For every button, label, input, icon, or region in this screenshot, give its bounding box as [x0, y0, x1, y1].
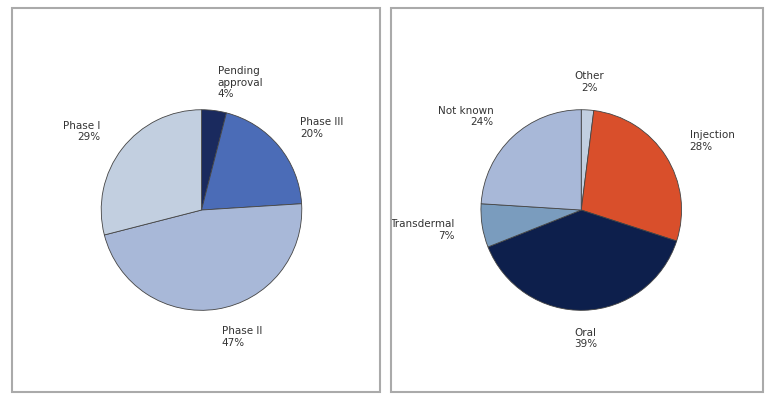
Wedge shape: [488, 210, 677, 310]
Wedge shape: [105, 204, 301, 310]
Wedge shape: [202, 110, 226, 210]
Text: Not known
24%: Not known 24%: [438, 106, 494, 127]
Text: Phase III
20%: Phase III 20%: [301, 117, 344, 139]
Text: Injection
28%: Injection 28%: [690, 130, 735, 152]
Text: Other
2%: Other 2%: [574, 71, 604, 93]
Text: Pending
approval
4%: Pending approval 4%: [218, 66, 264, 99]
Wedge shape: [481, 110, 581, 210]
Text: Oral
39%: Oral 39%: [574, 328, 597, 349]
Text: Phase I
29%: Phase I 29%: [63, 120, 100, 142]
Wedge shape: [102, 110, 202, 235]
Text: Transdermal
7%: Transdermal 7%: [390, 219, 454, 241]
Wedge shape: [202, 113, 301, 210]
Wedge shape: [481, 204, 581, 247]
Wedge shape: [581, 110, 681, 241]
Wedge shape: [581, 110, 594, 210]
Text: Phase II
47%: Phase II 47%: [222, 326, 262, 348]
